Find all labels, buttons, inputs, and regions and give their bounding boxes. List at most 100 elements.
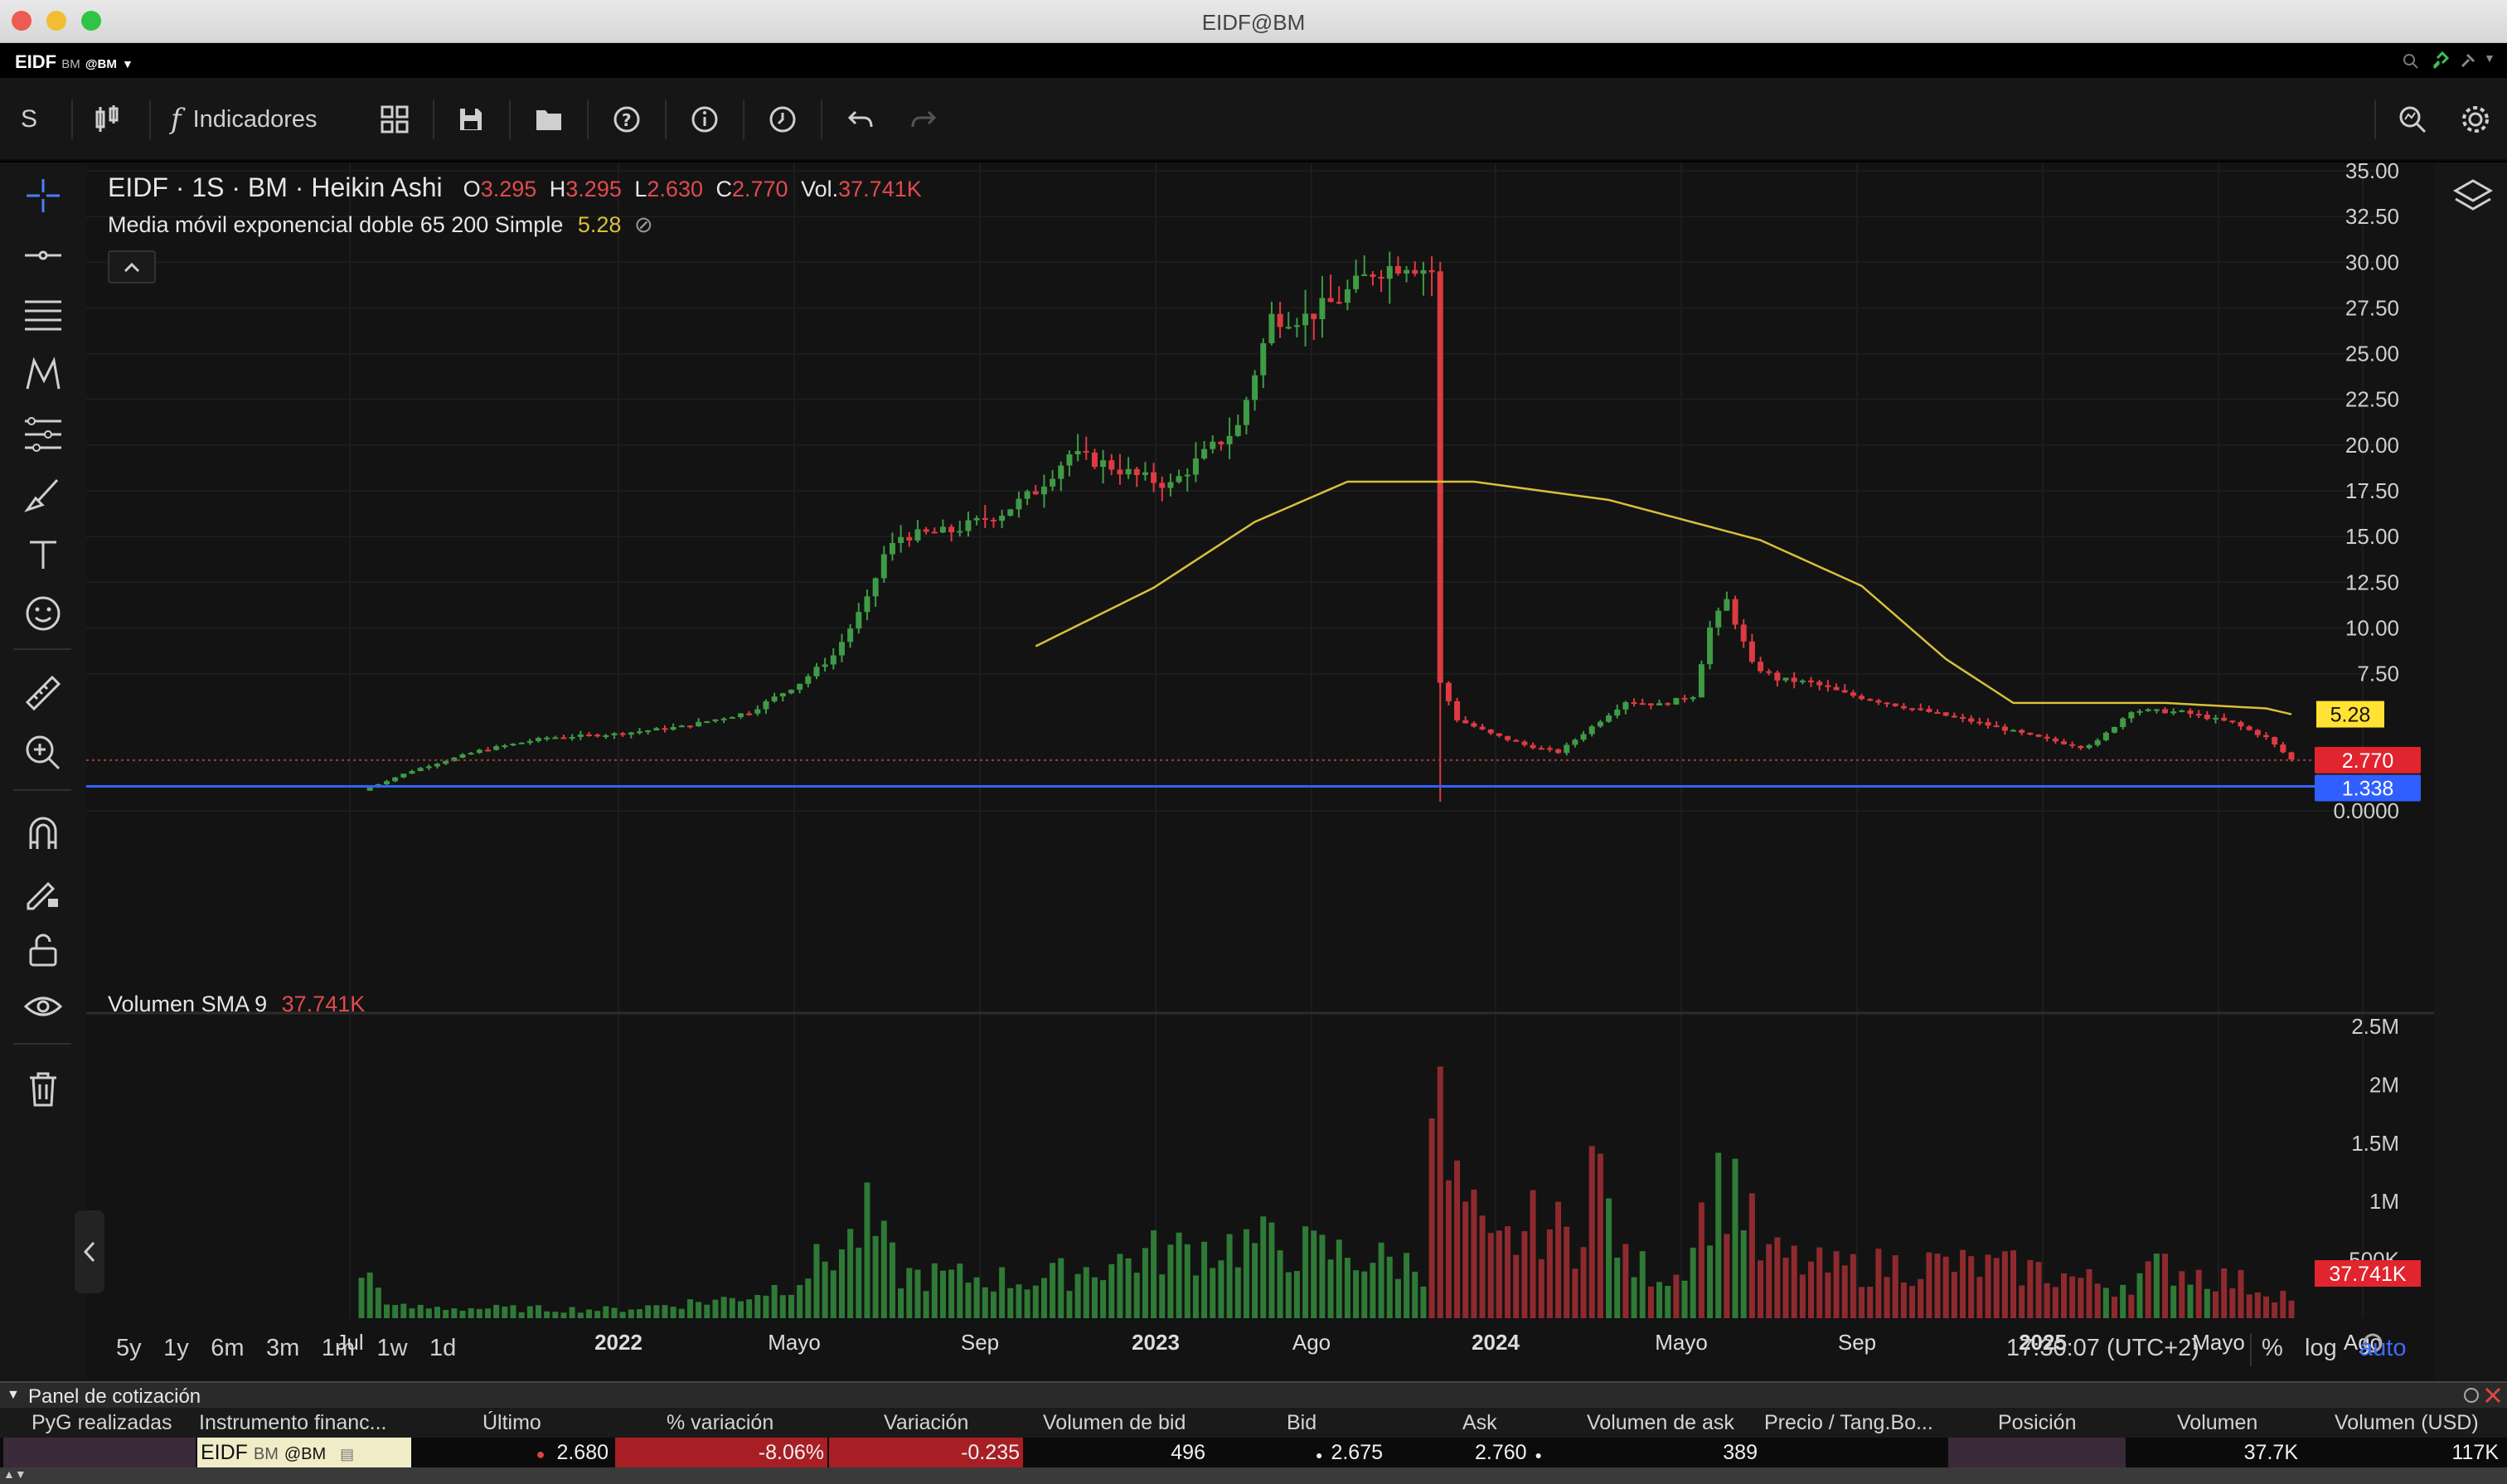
save-button[interactable]: [454, 103, 487, 136]
zoom-in-icon: [26, 735, 61, 770]
search-icon[interactable]: [2403, 53, 2419, 70]
gear-icon: [2363, 1333, 2383, 1353]
volume-bar: [813, 1244, 820, 1318]
candle-body: [1597, 721, 1603, 727]
pattern-tool[interactable]: [18, 352, 68, 398]
period-1m[interactable]: 1m: [321, 1335, 355, 1361]
open-layout-button[interactable]: [532, 103, 565, 136]
settings-icon[interactable]: [2462, 1386, 2480, 1404]
candle-body: [1985, 722, 1991, 726]
candle-body: [2120, 718, 2126, 727]
magnet-tool[interactable]: [18, 811, 68, 857]
col-bid-volume[interactable]: Volumen de bid: [1043, 1411, 1186, 1434]
fib-tool[interactable]: [18, 292, 68, 338]
measure-tool[interactable]: [18, 670, 68, 716]
col-price-book[interactable]: Precio / Tang.Bo...: [1764, 1411, 1933, 1434]
volume-bar: [552, 1312, 559, 1318]
info-button[interactable]: [688, 103, 721, 136]
pin-icon[interactable]: [2459, 51, 2477, 70]
collapse-toolbar-button[interactable]: [75, 1210, 104, 1293]
auto-scale-toggle[interactable]: auto: [2359, 1335, 2407, 1361]
price-book-cell: [1763, 1438, 1947, 1467]
hide-drawings-tool[interactable]: [18, 985, 68, 1031]
line-price-badge: 1.338: [2342, 777, 2394, 800]
candle-body: [2044, 736, 2050, 739]
quick-search-button[interactable]: [2396, 103, 2429, 136]
emoji-tool[interactable]: [18, 590, 68, 637]
stay-in-drawing-tool[interactable]: [18, 869, 68, 915]
instrument-cell[interactable]: EIDF BM @BM ▤: [197, 1438, 411, 1467]
volume-bar: [1167, 1244, 1174, 1318]
col-pct-change[interactable]: % variación: [667, 1411, 774, 1434]
period-6m[interactable]: 6m: [211, 1335, 245, 1361]
period-1d[interactable]: 1d: [429, 1335, 457, 1361]
candle-body: [1142, 472, 1148, 475]
period-1y[interactable]: 1y: [163, 1335, 189, 1361]
interval-button[interactable]: S: [15, 103, 43, 136]
chevron-down-icon[interactable]: ▼: [7, 1388, 20, 1402]
candle-body: [999, 516, 1006, 521]
zoom-tool[interactable]: [18, 730, 68, 776]
text-tool[interactable]: [18, 531, 68, 577]
collapse-legend-button[interactable]: [108, 250, 156, 284]
volume-bar: [2229, 1288, 2236, 1318]
col-volume-usd[interactable]: Volumen (USD): [2335, 1411, 2479, 1434]
volume-bar: [1884, 1277, 1890, 1318]
col-ask[interactable]: Ask: [1462, 1411, 1497, 1434]
clock-readout[interactable]: 17:30:07 (UTC+2): [2006, 1335, 2199, 1361]
close-window-button[interactable]: [12, 11, 32, 31]
col-volume[interactable]: Volumen: [2177, 1411, 2258, 1434]
col-ask-volume[interactable]: Volumen de ask: [1587, 1411, 1734, 1434]
quote-row[interactable]: EIDF BM @BM ▤ ● 2.680 -8.06% -0.235 496 ●…: [0, 1438, 2507, 1467]
symbol-selector[interactable]: EIDF BM @BM ▼: [15, 51, 133, 73]
col-position[interactable]: Posición: [1998, 1411, 2077, 1434]
col-pnl[interactable]: PyG realizadas: [32, 1411, 172, 1434]
chart-type-button[interactable]: [91, 103, 124, 136]
brush-tool[interactable]: [18, 471, 68, 517]
candle-body: [1859, 696, 1865, 700]
undo-button[interactable]: [844, 103, 877, 136]
layers-icon[interactable]: [2452, 177, 2494, 216]
hidden-icon[interactable]: ⊘: [633, 212, 653, 237]
ema-legend[interactable]: Media móvil exponencial doble 65 200 Sim…: [108, 212, 653, 238]
volume-bar: [2052, 1287, 2058, 1318]
remove-drawings-tool[interactable]: [18, 1066, 68, 1113]
period-3m[interactable]: 3m: [265, 1335, 300, 1361]
replay-button[interactable]: [766, 103, 799, 136]
volume-bar: [417, 1304, 424, 1318]
link-icon[interactable]: [2431, 51, 2451, 71]
forecast-tool[interactable]: [18, 411, 68, 458]
lock-drawings-tool[interactable]: [18, 927, 68, 973]
indicators-button[interactable]: f Indicadores: [171, 103, 353, 136]
panel-resize-icon[interactable]: ▲▼: [3, 1467, 27, 1481]
note-icon[interactable]: ▤: [340, 1446, 355, 1462]
col-last[interactable]: Último: [482, 1411, 541, 1434]
log-scale-toggle[interactable]: log: [2305, 1335, 2337, 1361]
crosshair-tool[interactable]: [18, 172, 68, 219]
redo-button[interactable]: [907, 103, 940, 136]
volume-bar: [1513, 1254, 1520, 1318]
price-axis-label: 27.50: [2345, 295, 2399, 320]
price-chart[interactable]: 35.00 32.50 30.00 27.50 25.00 22.50 20.00 17.50…: [86, 162, 2434, 1381]
volume-bar: [2019, 1285, 2025, 1318]
volume-bar: [1740, 1230, 1747, 1318]
minimize-window-button[interactable]: [46, 11, 66, 31]
layout-button[interactable]: [378, 103, 411, 136]
help-button[interactable]: ?: [610, 103, 643, 136]
close-icon[interactable]: [2484, 1386, 2502, 1404]
period-5y[interactable]: 5y: [116, 1335, 142, 1361]
percent-scale-toggle[interactable]: %: [2262, 1335, 2283, 1361]
chevron-down-icon[interactable]: ▼: [2484, 51, 2495, 65]
col-change[interactable]: Variación: [884, 1411, 969, 1434]
col-bid[interactable]: Bid: [1287, 1411, 1317, 1434]
candle-body: [1302, 313, 1309, 326]
quote-panel-header[interactable]: ▼ Panel de cotización: [0, 1381, 2507, 1408]
chart-area[interactable]: 35.00 32.50 30.00 27.50 25.00 22.50 20.00 17.50…: [75, 162, 2434, 1381]
maximize-window-button[interactable]: [81, 11, 101, 31]
volume-legend[interactable]: Volumen SMA 9 37.741K: [108, 992, 365, 1017]
settings-button[interactable]: [2459, 103, 2492, 136]
col-instrument[interactable]: Instrumento financ...: [199, 1411, 387, 1434]
period-1w[interactable]: 1w: [376, 1335, 408, 1361]
candle-body: [872, 578, 879, 597]
trend-line-tool[interactable]: [18, 232, 68, 279]
